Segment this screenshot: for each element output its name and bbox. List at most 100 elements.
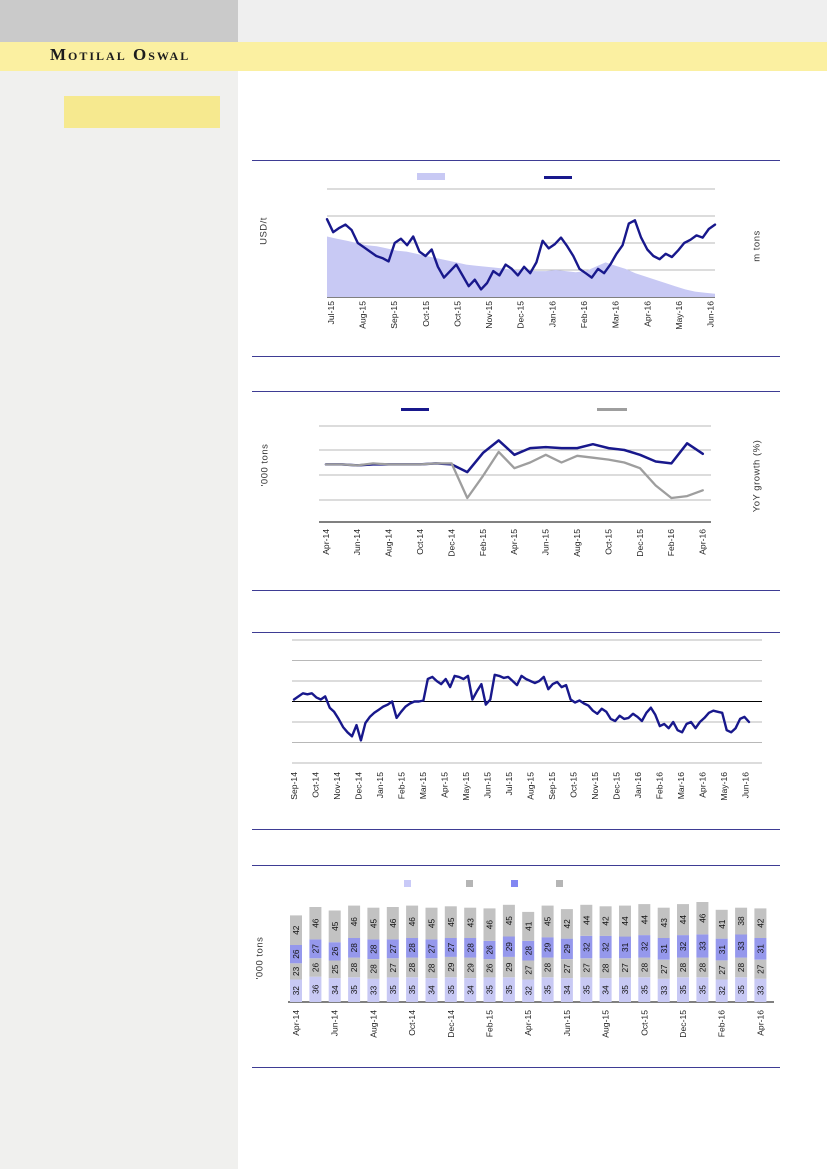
- bar-segment: [541, 937, 554, 958]
- bar-segment: [599, 958, 612, 979]
- bar-segment: [560, 938, 573, 959]
- bar-segment-value: 29: [465, 963, 475, 973]
- bar-segment: [715, 938, 728, 961]
- x-tick-label: Oct-15: [421, 301, 431, 327]
- bar-segment-value: 28: [427, 963, 437, 973]
- x-tick-label: Dec-15: [516, 301, 526, 329]
- x-tick-label: Apr-14: [321, 529, 331, 555]
- bar-segment: [328, 910, 341, 943]
- bar-segment-value: 32: [639, 941, 649, 951]
- bar-segment-value: 42: [291, 925, 301, 935]
- bar-segment-value: 35: [407, 985, 417, 995]
- bar-segment-value: 26: [330, 946, 340, 956]
- bar-segment: [464, 957, 477, 978]
- bar-segment: [657, 937, 670, 960]
- bar-segment-value: 45: [504, 916, 514, 926]
- brand-logo-text: Motilal Oswal: [50, 45, 191, 64]
- x-tick-label: Apr-15: [523, 1010, 533, 1036]
- bar-segment-value: 28: [601, 963, 611, 973]
- x-tick-label: Sep-14: [289, 772, 299, 800]
- bar-segment: [638, 904, 651, 936]
- bar-segment-value: 29: [504, 942, 514, 952]
- bar-segment-value: 44: [581, 915, 591, 925]
- bar-segment: [619, 977, 631, 1002]
- stacked-bar: 33 27 31 42: [754, 908, 767, 1002]
- bar-segment: [677, 977, 689, 1002]
- bar-segment: [425, 939, 438, 959]
- x-tick-label: May-15: [461, 772, 471, 801]
- legend-square-lavender: [404, 880, 411, 887]
- bar-segment: [735, 907, 748, 935]
- bar-segment-value: 27: [311, 944, 321, 954]
- bar-segment-value: 34: [427, 985, 437, 995]
- x-tick-label: Jun-16: [740, 772, 750, 798]
- bar-segment: [290, 945, 302, 964]
- bar-segment-value: 23: [291, 966, 301, 976]
- bar-segment: [386, 939, 399, 959]
- bar-segment-value: 35: [736, 985, 746, 995]
- x-tick-label: Mar-15: [418, 772, 428, 799]
- bar-segment: [309, 958, 322, 977]
- bar-segment-value: 45: [330, 921, 340, 931]
- bar-segment: [386, 977, 399, 1002]
- bar-segment: [406, 937, 419, 958]
- bar-segment-value: 28: [349, 963, 359, 973]
- bar-segment-value: 46: [388, 918, 398, 928]
- bar-segment-value: 45: [446, 917, 456, 927]
- bar-segment-value: 31: [756, 944, 766, 954]
- bar-segment: [696, 934, 709, 958]
- bar-segment-value: 28: [349, 943, 359, 953]
- x-tick-label: Jan-16: [547, 301, 557, 327]
- x-tick-label: Apr-16: [698, 529, 708, 555]
- x-tick-label: Jan-15: [375, 772, 385, 798]
- stacked-bar: 36 26 27 46: [309, 907, 322, 1002]
- bar-segment: [367, 907, 380, 940]
- x-tick-label: Aug-15: [601, 1010, 611, 1038]
- bar-segment: [464, 937, 477, 958]
- bar-segment: [309, 976, 322, 1002]
- stacked-bar: 35 28 33 46: [696, 902, 709, 1002]
- bar-segment: [619, 936, 631, 959]
- bar-segment: [657, 978, 670, 1002]
- x-tick-label: Mar-16: [611, 301, 621, 328]
- gray-line-series: [324, 450, 704, 500]
- bar-segment: [328, 978, 341, 1002]
- stacked-bar: 35 28 32 44: [638, 904, 651, 1002]
- bar-segment-value: 46: [698, 913, 708, 923]
- x-tick-label: Feb-16: [579, 301, 589, 328]
- x-tick-label: Jul-15: [326, 301, 336, 325]
- bar-segment: [348, 977, 361, 1002]
- bar-segment-value: 33: [736, 941, 746, 951]
- x-tick-label: Dec-15: [611, 772, 621, 800]
- bar-segment: [483, 959, 496, 978]
- y-axis-label-right: YoY growth (%): [751, 439, 763, 513]
- x-tick-label: Apr-16: [697, 772, 707, 798]
- chart-block-tons-growth: '000 tons YoY growth (%) Apr-14 Jun-14 Aug…: [252, 391, 780, 591]
- bar-segment-value: 38: [736, 916, 746, 926]
- bar-segment: [541, 905, 554, 938]
- stacked-bar: 35 28 33 38: [735, 907, 748, 1002]
- stacked-bar: 35 28 32 44: [677, 904, 689, 1002]
- bar-segment-value: 41: [523, 921, 533, 931]
- x-tick-label: Oct-15: [452, 301, 462, 327]
- bar-segment: [599, 978, 612, 1002]
- bar-segment-value: 28: [523, 946, 533, 956]
- bar-segment: [522, 960, 535, 980]
- x-tick-label: Jun-15: [562, 1010, 572, 1036]
- bar-segment-value: 27: [756, 964, 766, 974]
- stacked-bar: 32 27 28 41: [522, 911, 535, 1002]
- x-tick-label: Aug-15: [525, 772, 535, 800]
- bar-segment-value: 43: [465, 918, 475, 928]
- bar-segment: [386, 907, 399, 940]
- legend-line-swatch: [544, 176, 572, 179]
- x-tick-label: Dec-15: [635, 529, 645, 557]
- bar-segment-value: 46: [349, 917, 359, 927]
- x-tick-label: Apr-16: [755, 1010, 765, 1036]
- y-axis-label-left: '000 tons: [254, 936, 266, 980]
- stacked-bar: 34 25 26 45: [328, 910, 341, 1002]
- x-tick-label: Oct-15: [603, 529, 613, 555]
- bar-segment: [638, 957, 651, 978]
- bar-segment: [367, 939, 380, 959]
- bar-segment: [735, 977, 748, 1002]
- bar-segment-value: 27: [620, 963, 630, 973]
